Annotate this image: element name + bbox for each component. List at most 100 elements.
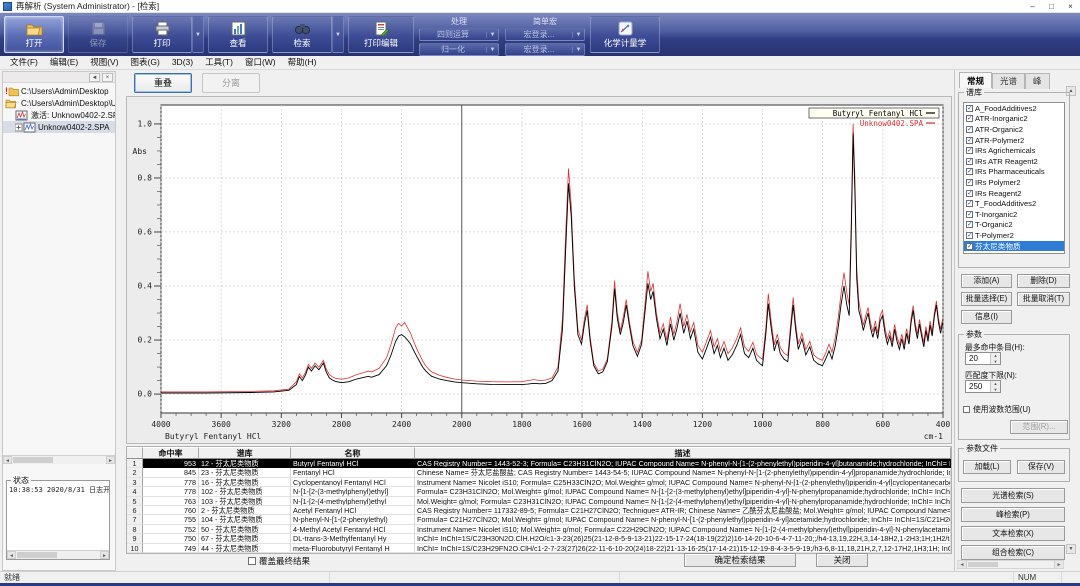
scroll-right-icon[interactable]: ► bbox=[100, 551, 109, 559]
tab-峰[interactable]: 峰 bbox=[1025, 73, 1050, 89]
checkbox-icon[interactable] bbox=[966, 125, 973, 133]
chevron-down-icon[interactable]: ▼ bbox=[572, 31, 584, 38]
table-row[interactable]: 9 750 67 - 芬太尼类物质 DL-trans-3-Methylfentanyl… bbox=[127, 534, 951, 544]
scroll-down-icon[interactable]: ▼ bbox=[1066, 544, 1076, 554]
search-button-3[interactable]: 文本检索(X) bbox=[961, 526, 1065, 541]
library-item[interactable]: ATR-Polymer2 bbox=[964, 135, 1064, 146]
min-match-spinner[interactable]: 250 ▲ ▼ bbox=[965, 380, 1001, 393]
minimize-button[interactable]: – bbox=[1030, 1, 1035, 11]
table-row[interactable]: 2 845 23 - 芬太尼类物质 Fentanyl HCl Chinese Name=… bbox=[127, 468, 951, 478]
column-header[interactable]: 谱库 bbox=[199, 447, 291, 459]
tab-常规[interactable]: 常规 bbox=[959, 72, 993, 88]
library-item[interactable]: IRs Pharmaceuticals bbox=[964, 167, 1064, 178]
tree-h-scrollbar[interactable]: ◄ ► bbox=[3, 455, 115, 464]
chevron-down-icon[interactable]: ▼ bbox=[486, 46, 498, 53]
table-row[interactable]: 4 778 102 - 芬太尼类物质 N-[1-[2-(3-methylphenyl)… bbox=[127, 487, 951, 497]
checkbox-icon[interactable] bbox=[966, 167, 973, 176]
library-item[interactable]: T-Organic2 bbox=[964, 220, 1064, 231]
library-item[interactable]: ATR-Organic2 bbox=[964, 124, 1064, 135]
library-add-button[interactable]: 添加(A) bbox=[961, 274, 1012, 288]
checkbox-icon[interactable] bbox=[963, 406, 970, 413]
search-button-2[interactable]: 峰检索(P) bbox=[961, 507, 1065, 522]
scroll-right-icon[interactable]: ► bbox=[1054, 561, 1063, 568]
menu-item[interactable]: 工具(T) bbox=[205, 57, 233, 67]
toolbar-dropdown-arrow-icon[interactable]: ▼ bbox=[192, 16, 204, 53]
spin-up-icon[interactable]: ▲ bbox=[993, 353, 998, 358]
legend-entry[interactable]: Unknow0402.SPA bbox=[860, 119, 924, 128]
menu-item[interactable]: 帮助(H) bbox=[287, 57, 317, 67]
process-group-dropdown[interactable]: 四则运算 ▼ bbox=[419, 28, 499, 41]
checkbox-icon[interactable] bbox=[966, 146, 973, 155]
library-item[interactable]: T_FoodAdditives2 bbox=[964, 198, 1064, 209]
library-item[interactable]: 芬太尼类物质 bbox=[964, 240, 1064, 252]
close-button[interactable]: × bbox=[1068, 1, 1073, 11]
scroll-left-icon[interactable]: ◄ bbox=[3, 456, 12, 464]
max-hits-spinner[interactable]: 20 ▲ ▼ bbox=[965, 352, 1001, 365]
scroll-up-icon[interactable]: ▲ bbox=[1066, 86, 1076, 96]
table-row[interactable]: 5 763 103 - 芬太尼类物质 N-[1-[2-(4-methylphenyl)… bbox=[127, 496, 951, 506]
separate-button[interactable]: 分离 bbox=[202, 73, 260, 93]
chevron-down-icon[interactable]: ▼ bbox=[572, 46, 584, 53]
checkbox-icon[interactable] bbox=[966, 136, 973, 144]
library-delete-button[interactable]: 删除(D) bbox=[1017, 274, 1070, 288]
column-header[interactable] bbox=[127, 447, 143, 459]
spin-up-icon[interactable]: ▲ bbox=[993, 381, 998, 386]
panel-h-scrollbar[interactable]: ◄ ► bbox=[957, 560, 1064, 569]
spin-down-icon[interactable]: ▼ bbox=[993, 359, 998, 364]
plot-area[interactable] bbox=[160, 104, 944, 414]
scroll-left-icon[interactable]: ◄ bbox=[7, 551, 16, 559]
toolbar-chemometrics-button[interactable]: 化学计量学 bbox=[590, 16, 660, 53]
spectrum-chart[interactable]: 1.0 0.8 0.6 0.4 0.2 0.0 Abs 4000 3600 3200 2800 240… bbox=[126, 96, 952, 444]
use-wavenumber-range-checkbox[interactable]: 使用波数范围(U) bbox=[963, 404, 1031, 415]
column-header[interactable]: 名称 bbox=[291, 447, 415, 459]
menu-item[interactable]: 图表(G) bbox=[130, 57, 160, 67]
tab-光谱[interactable]: 光谱 bbox=[992, 73, 1026, 89]
checkbox-icon[interactable] bbox=[966, 178, 973, 186]
column-header[interactable]: 描述 bbox=[415, 447, 951, 459]
macro-group-dropdown[interactable]: 宏登录... ▼ bbox=[505, 28, 585, 41]
library-batch-cancel-button[interactable]: 批量取消(T) bbox=[1017, 292, 1070, 306]
toolbar-dropdown-arrow-icon[interactable]: ▼ bbox=[332, 16, 344, 53]
search-button-1[interactable]: 光谱检索(S) bbox=[961, 488, 1065, 503]
process-group-dropdown[interactable]: 归一化 ▼ bbox=[419, 43, 499, 56]
menu-item[interactable]: 窗口(W) bbox=[244, 57, 276, 67]
library-item[interactable]: T-Inorganic2 bbox=[964, 209, 1064, 220]
search-button-4[interactable]: 组合检索(C) bbox=[961, 545, 1065, 560]
range-button[interactable]: 范围(R)... bbox=[1010, 420, 1068, 434]
toolbar-view-chart-button[interactable]: 查看 bbox=[208, 16, 268, 53]
library-item[interactable]: IRs Reagent2 bbox=[964, 188, 1064, 199]
param-load-button[interactable]: 加载(L) bbox=[963, 460, 1011, 474]
checkbox-icon[interactable] bbox=[966, 242, 973, 250]
tree-item[interactable]: 激活: Unknow0402-2.SPA bbox=[3, 109, 115, 121]
table-row[interactable]: 3 778 16 - 芬太尼类物质 Cyclopentanoyl Fentanyl H… bbox=[127, 477, 951, 488]
table-row[interactable]: 8 752 50 - 芬太尼类物质 4-Methyl Acetyl Fentanyl … bbox=[127, 524, 951, 535]
toolbar-search-binoculars-button[interactable]: 检索 bbox=[272, 16, 332, 53]
library-info-button[interactable]: 信息(I) bbox=[961, 310, 1012, 324]
scroll-left-icon[interactable]: ◄ bbox=[958, 561, 967, 568]
column-header[interactable]: 命中率 bbox=[143, 447, 199, 459]
status-h-scrollbar[interactable]: ◄ ► bbox=[7, 550, 109, 559]
toolbar-print-button[interactable]: 打印 bbox=[132, 16, 192, 53]
table-row[interactable]: 7 755 104 - 芬太尼类物质 N-phenyl-N-[1-(2-phenyle… bbox=[127, 515, 951, 525]
checkbox-icon[interactable] bbox=[248, 557, 256, 565]
table-row[interactable]: 10 749 44 - 芬太尼类物质 meta-Fluorobutyryl Fenta… bbox=[127, 543, 951, 553]
macro-group-dropdown[interactable]: 宏登录... ▼ bbox=[505, 43, 585, 56]
checkbox-icon[interactable] bbox=[966, 189, 973, 197]
menu-item[interactable]: 编辑(E) bbox=[49, 57, 79, 67]
overlay-button[interactable]: 重叠 bbox=[134, 73, 192, 93]
spin-down-icon[interactable]: ▼ bbox=[993, 387, 998, 392]
library-list[interactable]: A_FoodAdditives2ATR-Inorganic2ATR-Organi… bbox=[963, 102, 1065, 254]
library-item[interactable]: T-Polymer2 bbox=[964, 230, 1064, 241]
library-item[interactable]: IRs Polymer2 bbox=[964, 177, 1064, 188]
scroll-right-icon[interactable]: ► bbox=[106, 456, 115, 464]
legend-entry[interactable]: Butyryl Fentanyl HCl bbox=[833, 109, 923, 118]
table-row[interactable]: 1 953 12 - 芬太尼类物质 Butyryl Fentanyl HCl CAS R… bbox=[127, 459, 951, 469]
toolbar-print-edit-button[interactable]: 打印编辑 bbox=[348, 16, 414, 53]
menu-item[interactable]: 文件(F) bbox=[10, 57, 38, 67]
library-item[interactable]: IRs Agrichemicals bbox=[964, 145, 1064, 156]
overwrite-result-checkbox[interactable]: 覆盖最终结果 bbox=[248, 555, 310, 567]
tree-item[interactable]: C:\Users\Admin\Desktop\U bbox=[3, 97, 115, 109]
checkbox-icon[interactable] bbox=[966, 157, 973, 165]
spectrum-plot[interactable]: 1.0 0.8 0.6 0.4 0.2 0.0 Abs 4000 3600 3200 2800 240… bbox=[127, 97, 951, 443]
toolbar-open-folder-button[interactable]: 打开 bbox=[4, 16, 64, 53]
